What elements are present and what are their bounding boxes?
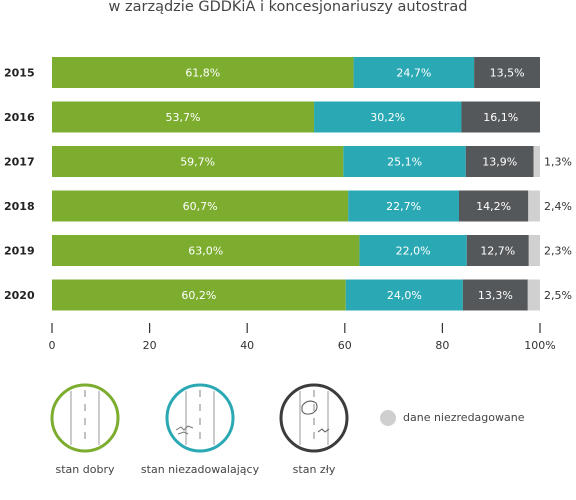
data-label: 2,3% — [544, 245, 572, 258]
road-good-icon — [50, 383, 120, 453]
bar-segment — [52, 190, 349, 222]
legend-label-stan-zly: stan zły — [292, 463, 336, 476]
bar-segment — [359, 235, 467, 266]
data-label: 13,9% — [482, 156, 517, 169]
bar-segment — [345, 279, 463, 311]
data-label: 59,7% — [180, 156, 215, 169]
data-label: 22,0% — [396, 245, 431, 258]
bar-segment — [528, 235, 540, 266]
bar-segment — [314, 101, 462, 133]
legend-label-stan-dobry: stan dobry — [55, 463, 115, 476]
x-tick-label: 60 — [338, 339, 352, 352]
bar-segment — [52, 101, 315, 133]
data-label: 60,2% — [181, 289, 216, 302]
bar-segment — [52, 279, 346, 311]
year-label: 2016 — [4, 111, 35, 124]
bar-segment — [52, 57, 354, 88]
data-label: 22,7% — [386, 200, 421, 213]
data-label: 25,1% — [387, 156, 422, 169]
bar-segment — [343, 146, 466, 177]
stacked-bar-chart: 2015 61,8% 24,7% 13,5% 2016 53,7% 30,2% 16,1% 20… — [4, 57, 572, 352]
bar-segment — [474, 57, 540, 88]
year-label: 2015 — [4, 67, 35, 80]
data-label: 16,1% — [483, 111, 518, 124]
x-tick-label: 0 — [49, 339, 56, 352]
legend-label-dane-niezredagowane: dane niezredagowane — [403, 411, 525, 424]
bar-segment — [348, 190, 459, 222]
x-tick-label: 40 — [240, 339, 254, 352]
bar-segment — [527, 279, 540, 311]
road-bad-icon — [279, 383, 349, 453]
bar-segment — [528, 190, 540, 222]
bar-segment — [533, 146, 540, 177]
legend: stan dobry stan niezadowalający stan zły… — [0, 370, 576, 500]
data-label: 53,7% — [166, 111, 201, 124]
data-label: 13,5% — [490, 67, 525, 80]
legend-label-stan-niezadowalajacy: stan niezadowalający — [140, 463, 260, 476]
data-label: 13,3% — [478, 289, 513, 302]
year-label: 2017 — [4, 156, 35, 169]
x-tick-label: 80 — [435, 339, 449, 352]
data-label: 24,0% — [387, 289, 422, 302]
x-tick-label: 20 — [143, 339, 157, 352]
bar-segment — [465, 146, 534, 177]
data-label: 30,2% — [370, 111, 405, 124]
year-label: 2018 — [4, 200, 35, 213]
data-label: 63,0% — [188, 245, 223, 258]
data-label: 2,5% — [544, 289, 572, 302]
data-label: 1,3% — [544, 156, 572, 169]
bar-segment — [458, 190, 529, 222]
bar-segment — [462, 279, 528, 311]
bar-segment — [353, 57, 475, 88]
bar-segment — [461, 101, 540, 133]
data-label: 12,7% — [480, 245, 515, 258]
road-unsatisfactory-icon — [165, 383, 235, 453]
bar-segment — [52, 235, 360, 266]
data-label: 2,4% — [544, 200, 572, 213]
year-label: 2020 — [4, 289, 35, 302]
year-label: 2019 — [4, 245, 35, 258]
x-tick-label: 100% — [524, 339, 555, 352]
bar-segment — [466, 235, 529, 266]
grey-dot-icon — [380, 410, 396, 426]
data-label: 61,8% — [185, 67, 220, 80]
chart-title: w zarządzie GDDKiA i koncesjonariuszy au… — [108, 0, 468, 15]
bar-segment — [52, 146, 344, 177]
data-label: 60,7% — [183, 200, 218, 213]
data-label: 24,7% — [396, 67, 431, 80]
data-label: 14,2% — [476, 200, 511, 213]
